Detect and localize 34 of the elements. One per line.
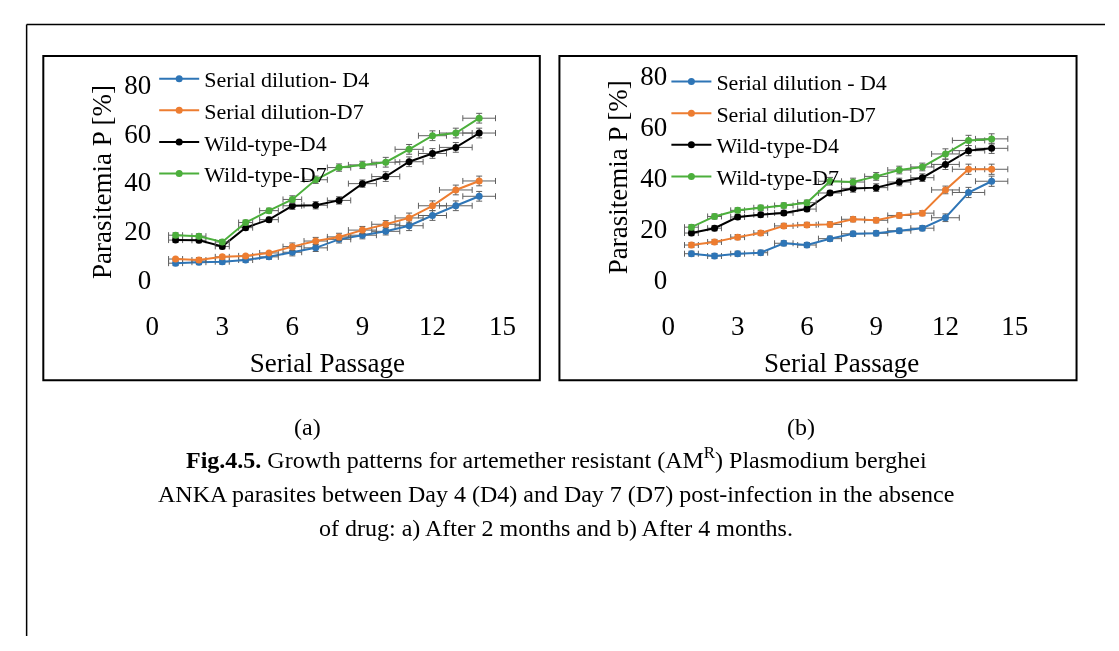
x-tick-label: 9: [869, 311, 883, 342]
x-tick-label: 9: [355, 311, 370, 342]
x-tick-label: 15: [489, 311, 517, 342]
legend-label: Serial dilution-D7: [716, 101, 876, 127]
y-axis-title: Parasitemia P [%]: [603, 80, 634, 275]
x-tick-label: 3: [215, 311, 230, 342]
y-axis-title: Parasitemia P [%]: [87, 84, 118, 279]
text: (b): [787, 414, 815, 440]
text: (a): [294, 414, 321, 440]
legend-label: Wild-type-D4: [716, 133, 839, 159]
x-tick-label: 12: [418, 311, 446, 342]
legend-label: Wild-type-D7: [716, 164, 839, 190]
y-tick-label: 40: [124, 167, 152, 198]
y-tick-label: 20: [640, 213, 668, 244]
caption: Fig.4.5.: [186, 447, 262, 474]
y-tick-label: 0: [653, 264, 668, 295]
x-tick-label: 15: [1001, 311, 1029, 342]
y-tick-label: 60: [124, 118, 152, 149]
x-tick-label: 6: [285, 311, 300, 342]
y-tick-label: 80: [124, 70, 152, 101]
y-tick-label: 80: [640, 60, 668, 91]
x-tick-label: 12: [931, 311, 959, 342]
x-axis-title: Serial Passage: [249, 347, 405, 378]
legend-label: Serial dilution - D4: [716, 70, 887, 96]
y-tick-label: 20: [124, 216, 152, 247]
y-tick-label: 0: [137, 264, 152, 295]
x-tick-label: 6: [800, 311, 814, 342]
x-tick-label: 3: [730, 311, 745, 342]
y-tick-label: 60: [640, 111, 668, 142]
x-axis-title: Serial Passage: [763, 347, 920, 378]
legend-label: Serial dilution-D7: [204, 98, 364, 124]
y-tick-label: 40: [640, 162, 668, 193]
legend-label: Serial dilution- D4: [204, 67, 370, 93]
legend-label: Wild-type-D4: [204, 130, 327, 156]
